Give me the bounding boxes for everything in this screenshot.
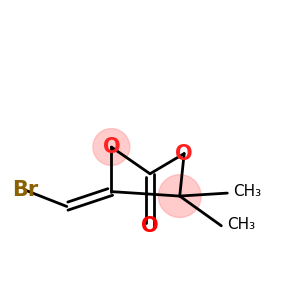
Text: CH₃: CH₃	[233, 184, 261, 199]
Text: O: O	[103, 137, 120, 157]
Text: Br: Br	[12, 180, 38, 200]
Circle shape	[93, 129, 130, 166]
Text: CH₃: CH₃	[227, 217, 255, 232]
Text: O: O	[176, 144, 193, 164]
Circle shape	[158, 175, 201, 218]
Text: O: O	[141, 216, 159, 236]
